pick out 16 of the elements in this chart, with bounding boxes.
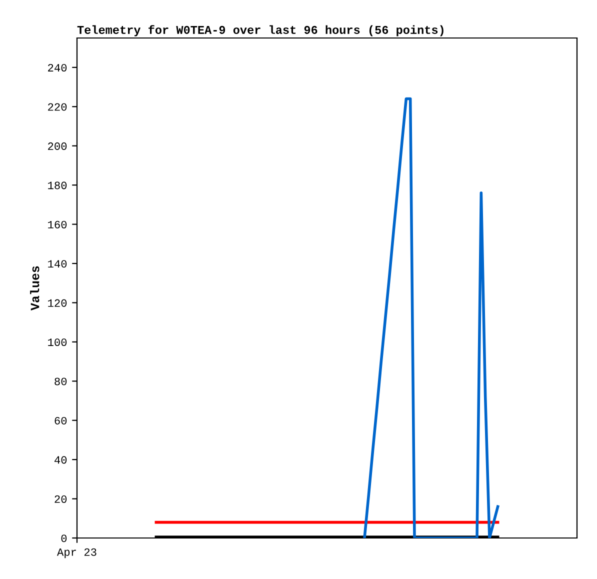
- y-tick-label: 140: [48, 260, 67, 268]
- y-tick-label: 180: [48, 182, 67, 190]
- y-tick-label: 80: [54, 378, 67, 386]
- y-tick-label: 220: [48, 103, 67, 111]
- y-tick-label: 20: [54, 495, 67, 503]
- y-tick-label: 100: [48, 338, 67, 346]
- y-tick-label: 60: [54, 416, 67, 424]
- y-tick-label: 120: [48, 299, 67, 307]
- y-tick-label: 160: [48, 220, 67, 228]
- y-axis-title: Values: [30, 266, 40, 310]
- x-tick-label: Apr 23: [56, 548, 96, 558]
- y-tick-label: 40: [54, 456, 67, 464]
- y-tick-label: 240: [48, 64, 67, 72]
- y-tick-label: 200: [48, 142, 67, 150]
- y-tick-label: 0: [61, 534, 67, 542]
- chart-title: Telemetry for W0TEA-9 over last 96 hours (56 points): [77, 25, 444, 36]
